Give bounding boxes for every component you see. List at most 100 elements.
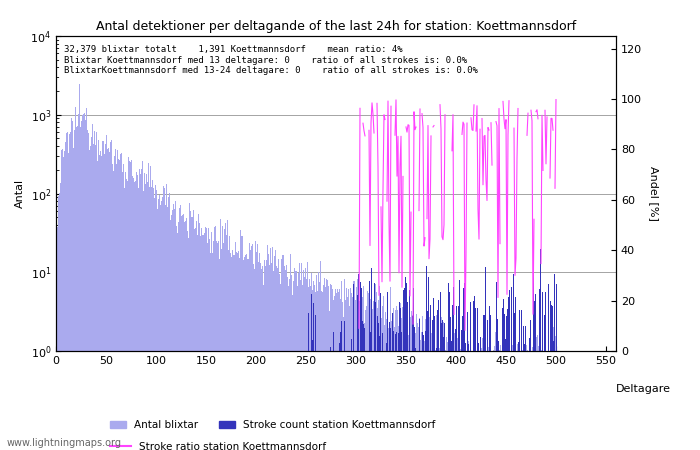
Bar: [270, 262, 272, 450]
Bar: [304, 269, 305, 450]
Bar: [374, 302, 375, 450]
Bar: [454, 329, 456, 450]
Bar: [514, 351, 515, 450]
Bar: [489, 346, 491, 450]
Text: Deltagare: Deltagare: [616, 383, 671, 393]
Bar: [305, 279, 307, 450]
Bar: [444, 350, 445, 450]
Bar: [164, 206, 165, 450]
Bar: [319, 261, 321, 450]
Bar: [199, 236, 200, 450]
Bar: [183, 222, 185, 450]
Bar: [325, 288, 326, 450]
Bar: [503, 347, 505, 450]
Bar: [491, 351, 493, 450]
Bar: [393, 328, 395, 450]
Bar: [57, 196, 59, 450]
Bar: [340, 281, 342, 450]
Y-axis label: Andel [%]: Andel [%]: [649, 166, 659, 221]
Bar: [160, 201, 162, 450]
Bar: [272, 270, 274, 450]
Bar: [484, 267, 486, 450]
Bar: [428, 351, 430, 450]
Bar: [116, 149, 118, 450]
Bar: [118, 160, 120, 450]
Bar: [535, 294, 536, 450]
Bar: [71, 121, 73, 450]
Bar: [391, 322, 393, 450]
Bar: [452, 287, 454, 450]
Bar: [295, 271, 297, 450]
Bar: [293, 268, 295, 450]
Bar: [403, 288, 405, 450]
Bar: [298, 263, 300, 450]
Bar: [496, 351, 498, 450]
Bar: [122, 164, 123, 450]
Bar: [421, 332, 423, 450]
Bar: [302, 270, 304, 450]
Bar: [487, 347, 489, 450]
Bar: [342, 318, 344, 450]
Bar: [398, 302, 400, 450]
Bar: [451, 348, 452, 450]
Bar: [423, 335, 424, 450]
Bar: [374, 284, 375, 450]
Bar: [486, 320, 487, 450]
Bar: [174, 201, 176, 450]
Bar: [109, 142, 111, 450]
Bar: [232, 255, 234, 450]
Bar: [540, 350, 542, 450]
Bar: [69, 132, 71, 450]
Bar: [276, 268, 277, 450]
Bar: [349, 288, 351, 450]
Bar: [372, 301, 374, 450]
Bar: [538, 289, 540, 450]
Bar: [150, 187, 151, 450]
Bar: [113, 156, 115, 450]
Text: 32,379 blixtar totalt    1,391 Koettmannsdorf    mean ratio: 4%
Blixtar Koettman: 32,379 blixtar totalt 1,391 Koettmannsdo…: [64, 45, 478, 75]
Bar: [221, 226, 223, 450]
Bar: [256, 244, 258, 450]
Bar: [458, 345, 459, 450]
Legend: Antal blixtar, Stroke count station Koettmannsdorf: Antal blixtar, Stroke count station Koet…: [106, 416, 440, 434]
Bar: [311, 294, 312, 450]
Bar: [202, 235, 204, 450]
Bar: [440, 317, 442, 450]
Bar: [510, 287, 512, 450]
Bar: [207, 228, 209, 450]
Bar: [223, 229, 225, 450]
Bar: [524, 345, 526, 450]
Bar: [528, 351, 529, 450]
Bar: [482, 315, 484, 450]
Bar: [176, 233, 178, 450]
Bar: [360, 288, 361, 450]
Bar: [552, 328, 554, 450]
Bar: [87, 130, 88, 450]
Bar: [451, 341, 452, 450]
Bar: [225, 235, 227, 450]
Bar: [311, 273, 312, 450]
Bar: [92, 144, 94, 450]
Bar: [375, 292, 377, 450]
Bar: [449, 317, 451, 450]
Bar: [391, 313, 393, 450]
Bar: [64, 142, 66, 450]
Bar: [531, 347, 533, 450]
Bar: [234, 242, 235, 450]
Bar: [536, 336, 538, 450]
Bar: [447, 303, 449, 450]
Bar: [185, 221, 186, 450]
Bar: [402, 314, 403, 450]
Bar: [237, 252, 239, 450]
Bar: [81, 115, 83, 450]
Bar: [172, 204, 174, 450]
Bar: [358, 302, 360, 450]
Bar: [307, 313, 309, 450]
Bar: [447, 284, 449, 450]
Bar: [111, 163, 113, 450]
Bar: [386, 311, 388, 450]
Bar: [549, 351, 550, 450]
Bar: [514, 297, 515, 450]
Bar: [136, 175, 137, 450]
Bar: [396, 310, 398, 450]
